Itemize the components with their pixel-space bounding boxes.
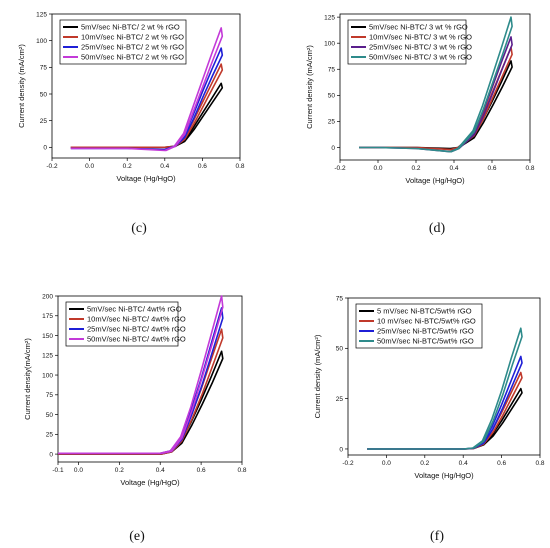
legend-label: 5mV/sec Ni-BTC/ 4wt% rGO <box>87 305 182 314</box>
legend-label: 10mV/sec Ni-BTC/ 3 wt % rGO <box>369 33 472 42</box>
x-tick-label: -0.1 <box>52 467 64 474</box>
legend-label: 50mV/sec Ni-BTC/5wt% rGO <box>377 337 474 346</box>
x-axis-label: Voltage (Hg/HgO) <box>116 174 176 183</box>
x-axis-label: Voltage (Hg/HgO) <box>405 176 465 185</box>
y-tick-label: 125 <box>42 353 53 360</box>
x-tick-label: 0.6 <box>198 163 207 170</box>
panel-2: -0.2 0.0 0.2 0.4 0.6 0.8 0 25 50 75 100 125 Voltage … <box>305 13 535 236</box>
legend-label: 50mV/sec Ni-BTC/ 3 wt % rGO <box>369 53 472 62</box>
x-tick-label: 0.8 <box>535 460 544 467</box>
y-tick-label: 0 <box>43 145 47 152</box>
x-tick-label: 0.4 <box>459 460 468 467</box>
x-tick-label: -0.2 <box>334 165 346 172</box>
panel-caption: (f) <box>430 529 444 544</box>
panel-3: -0.1 0.0 0.2 0.4 0.6 0.8 0 25 50 75 100 125 150 175 20… <box>23 293 247 544</box>
y-tick-label: 0 <box>339 446 343 453</box>
panel-caption: (d) <box>429 221 446 236</box>
series-line-2 <box>70 63 224 149</box>
y-axis-label: Current density (mA/cm²) <box>305 45 314 129</box>
y-tick-label: 175 <box>42 313 53 320</box>
x-tick-label: 0.0 <box>382 460 391 467</box>
y-tick-label: 100 <box>324 41 335 48</box>
y-tick-label: 0 <box>331 145 335 152</box>
plot-frame <box>339 13 531 161</box>
x-tick-label: 0.6 <box>497 460 506 467</box>
y-tick-label: 100 <box>42 372 53 379</box>
y-tick-label: 25 <box>46 432 54 439</box>
x-tick-label: 0.8 <box>525 165 534 172</box>
y-tick-label: 150 <box>42 333 53 340</box>
legend-label: 10 mV/sec Ni-BTC/5wt% rGO <box>377 317 476 326</box>
y-axis-label: Current density (mA/cm²) <box>17 44 26 128</box>
x-tick-label: 0.4 <box>449 165 458 172</box>
plot-frame <box>57 295 243 463</box>
series-line-4 <box>367 327 523 450</box>
series-line-4 <box>70 27 224 152</box>
x-tick-label: 0.2 <box>411 165 420 172</box>
y-tick-label: 100 <box>36 38 47 45</box>
x-tick-label: -0.2 <box>46 163 58 170</box>
x-tick-label: 0.0 <box>85 163 94 170</box>
y-tick-label: 125 <box>36 11 47 18</box>
x-tick-label: 0.2 <box>123 163 132 170</box>
legend-box <box>355 303 483 349</box>
legend-label: 50mV/sec Ni-BTC/ 4wt% rGO <box>87 335 186 344</box>
y-tick-label: 25 <box>328 119 336 126</box>
panel-4: -0.2 0.0 0.2 0.4 0.6 0.8 0 25 50 75 Voltage (Hg/Hg… <box>313 295 545 544</box>
series-line-4 <box>359 16 513 153</box>
legend-label: 25mV/sec Ni-BTC/ 4wt% rGO <box>87 325 186 334</box>
x-tick-label: 0.6 <box>487 165 496 172</box>
series-line-4 <box>58 295 224 455</box>
y-tick-label: 75 <box>40 65 48 72</box>
legend-label: 25mV/sec Ni-BTC/ 2 wt % rGO <box>81 43 184 52</box>
plot-frame <box>347 297 541 456</box>
y-tick-label: 125 <box>324 14 335 21</box>
x-tick-label: 0.0 <box>373 165 382 172</box>
legend-label: 25mV/sec Ni-BTC/ 3 wt % rGO <box>369 43 472 52</box>
y-tick-label: 50 <box>328 93 336 100</box>
y-tick-label: 200 <box>42 293 53 300</box>
y-tick-label: 0 <box>49 451 53 458</box>
x-tick-label: 0.6 <box>197 467 206 474</box>
y-tick-label: 75 <box>336 295 344 302</box>
y-axis-label: Current density(mA/cm²) <box>23 338 32 420</box>
x-tick-label: -0.2 <box>342 460 354 467</box>
legend-label: 5mV/sec Ni-BTC/ 3 wt % rGO <box>369 23 468 32</box>
legend-label: 10mV/sec Ni-BTC/ 4wt% rGO <box>87 315 186 324</box>
series-line-2 <box>359 46 513 151</box>
legend-box <box>347 19 467 65</box>
x-axis-label: Voltage (Hg/HgO) <box>120 478 180 487</box>
x-axis-label: Voltage (Hg/HgO) <box>414 471 474 480</box>
plot-frame <box>51 13 241 159</box>
legend-label: 5 mV/sec Ni-BTC/5wt% rGO <box>377 307 472 316</box>
x-tick-label: 0.4 <box>156 467 165 474</box>
panel-caption: (c) <box>131 221 147 236</box>
y-tick-label: 25 <box>40 118 48 125</box>
y-tick-label: 75 <box>46 392 54 399</box>
y-tick-label: 75 <box>328 67 336 74</box>
x-tick-label: 0.8 <box>235 163 244 170</box>
legend-label: 5mV/sec Ni-BTC/ 2 wt % rGO <box>81 23 180 32</box>
y-tick-label: 50 <box>46 412 54 419</box>
x-tick-label: 0.4 <box>160 163 169 170</box>
panel-1: -0.2 0.0 0.2 0.4 0.6 0.8 0 25 50 75 100 125 Voltage … <box>17 11 245 236</box>
y-tick-label: 25 <box>336 396 344 403</box>
legend-label: 25mV/sec Ni-BTC/5wt% rGO <box>377 327 474 336</box>
legend-label: 50mV/sec Ni-BTC/ 2 wt % rGO <box>81 53 184 62</box>
legend-label: 10mV/sec Ni-BTC/ 2 wt % rGO <box>81 33 184 42</box>
series-line-3 <box>367 355 523 450</box>
legend-box <box>65 301 179 347</box>
panel-caption: (e) <box>129 529 145 544</box>
x-tick-label: 0.2 <box>420 460 429 467</box>
y-tick-label: 50 <box>40 91 48 98</box>
y-tick-label: 50 <box>336 346 344 353</box>
x-tick-label: 0.0 <box>74 467 83 474</box>
legend-box <box>59 19 187 65</box>
y-axis-label: Current density (mA/cm²) <box>313 334 322 418</box>
x-tick-label: 0.2 <box>115 467 124 474</box>
x-tick-label: 0.8 <box>237 467 246 474</box>
